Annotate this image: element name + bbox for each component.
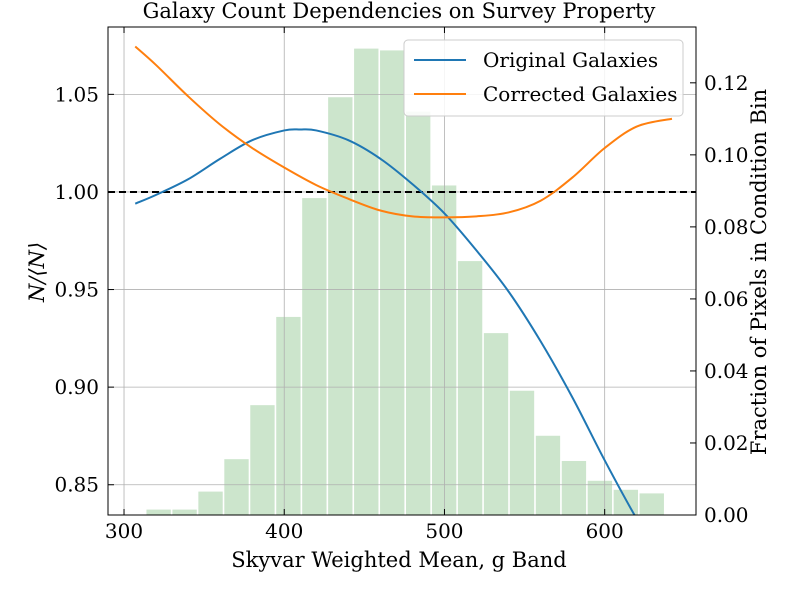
- y-tick-label: 0.85: [54, 473, 99, 497]
- x-axis-label: Skyvar Weighted Mean, g Band: [231, 548, 566, 572]
- x-tick-label: 300: [105, 519, 143, 543]
- y2-tick-label: 0.02: [704, 431, 749, 455]
- plot-frame: [107, 26, 697, 516]
- x-tick-label: 500: [425, 519, 463, 543]
- legend-label: Corrected Galaxies: [483, 82, 678, 106]
- y2-tick-label: 0.06: [704, 287, 749, 311]
- histogram-bar: [172, 509, 197, 515]
- histogram-bar: [302, 198, 327, 515]
- histogram-bar: [328, 97, 353, 515]
- y2-axis-label: Fraction of Pixels in Condition Bin: [747, 89, 771, 455]
- histogram-bar: [406, 111, 431, 515]
- histogram-bar: [354, 48, 379, 515]
- histogram-bar: [613, 489, 639, 515]
- series-line-corrected: [134, 45, 673, 219]
- y2-tick-label: 0.04: [704, 359, 749, 383]
- histogram-bar: [587, 480, 613, 515]
- series-line-original: [134, 128, 636, 515]
- histogram-bar: [146, 509, 171, 515]
- y-tick-label: 0.95: [54, 278, 99, 302]
- y-axis-label: N/⟨N⟩: [25, 242, 49, 303]
- histogram-bar: [561, 460, 587, 515]
- histogram-bar: [250, 405, 275, 515]
- y2-tick-label: 0.12: [704, 71, 749, 95]
- histogram-bar: [509, 390, 535, 515]
- histogram-bar: [535, 435, 561, 515]
- y2-tick-label: 0.10: [704, 143, 749, 167]
- y2-tick-label: 0.00: [704, 503, 749, 527]
- histogram-bar: [224, 459, 249, 515]
- x-tick-label: 400: [265, 519, 303, 543]
- legend-label: Original Galaxies: [483, 48, 658, 72]
- y2-tick-label: 0.08: [704, 215, 749, 239]
- y-tick-label: 0.90: [54, 375, 99, 399]
- histogram-bar: [380, 50, 405, 515]
- histogram-bar: [198, 491, 223, 515]
- histogram-bar: [639, 493, 664, 515]
- chart-title: Galaxy Count Dependencies on Survey Prop…: [143, 0, 656, 23]
- histogram-bar: [457, 261, 483, 515]
- y-tick-label: 1.05: [54, 82, 99, 106]
- x-tick-label: 600: [586, 519, 624, 543]
- histogram-bar: [483, 333, 509, 515]
- y-tick-label: 1.00: [54, 180, 99, 204]
- legend-box: [403, 39, 684, 117]
- histogram-bar: [276, 316, 301, 515]
